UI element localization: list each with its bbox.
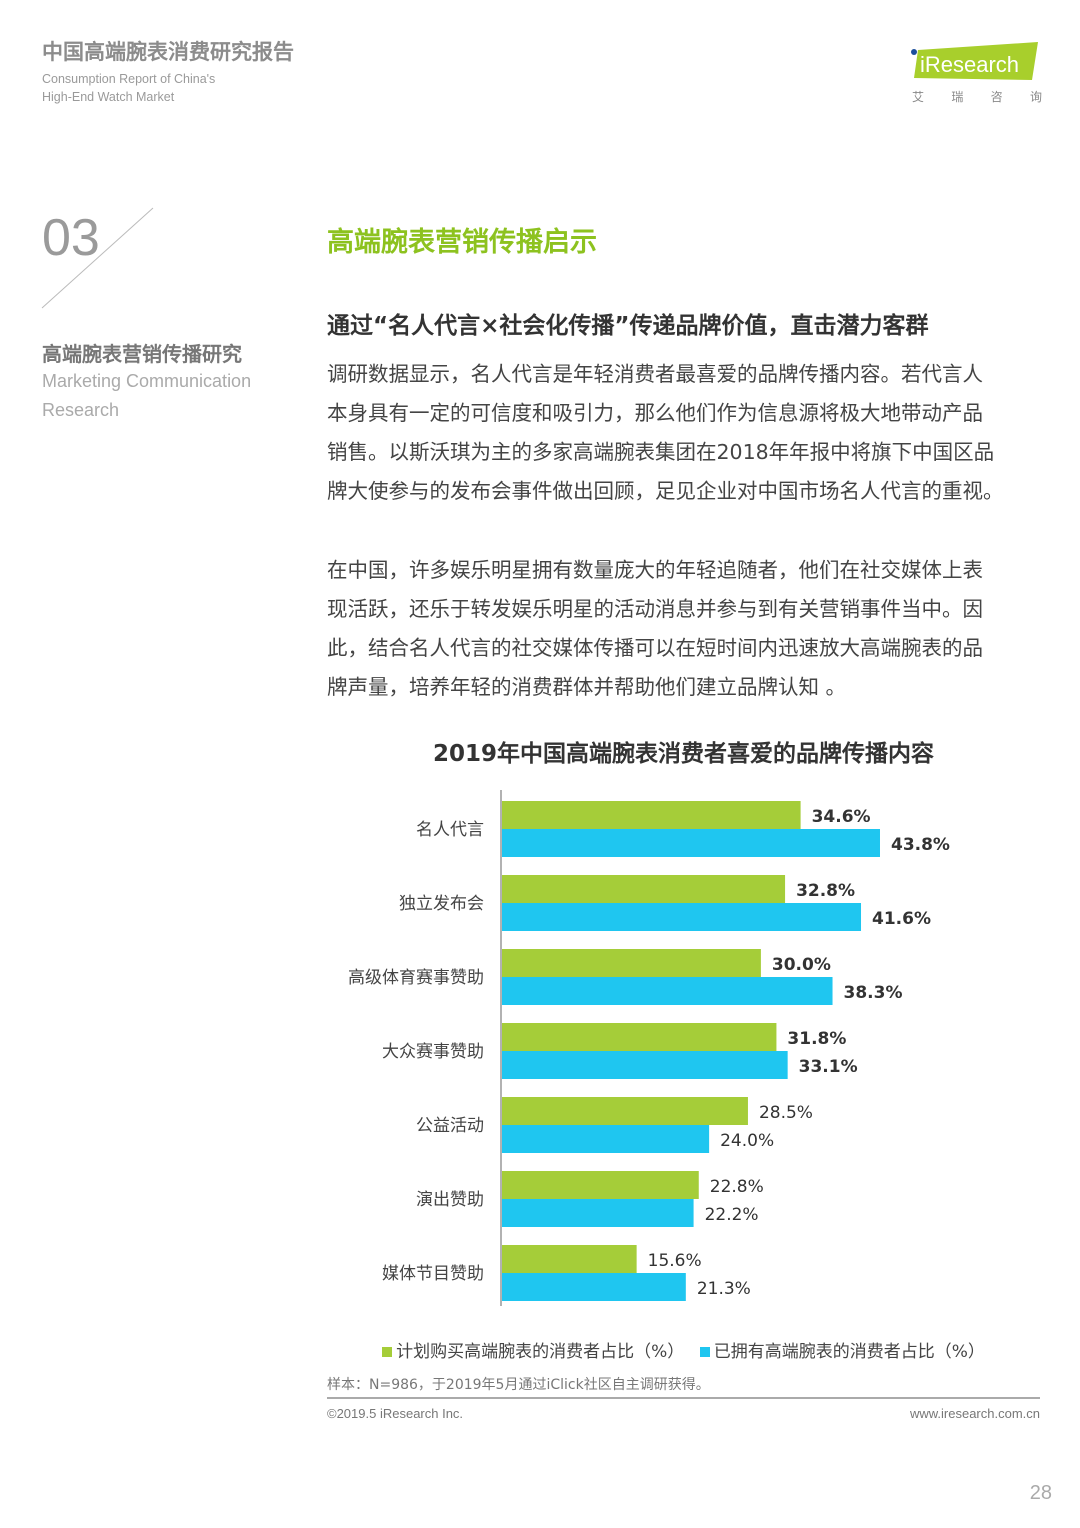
report-title: 中国高端腕表消费研究报告 xyxy=(42,40,294,64)
report-subtitle-line2: High-End Watch Market xyxy=(42,90,175,104)
section-title-en: Marketing Communication xyxy=(42,371,252,391)
section-title-en: Research xyxy=(42,400,120,420)
logo-char: 询 xyxy=(1029,90,1042,104)
data-label: 22.8% xyxy=(710,1177,764,1197)
bar-owned xyxy=(502,829,880,857)
section-divider-line xyxy=(41,207,154,309)
footer-divider xyxy=(327,1397,1040,1399)
category-label: 名人代言 xyxy=(416,820,484,840)
paragraph-2: 在中国，许多娱乐明星拥有数量庞大的年轻追随者，他们在社交媒体上表 现活跃，还乐于… xyxy=(327,551,983,707)
bar-owned xyxy=(502,1273,686,1301)
data-label: 21.3% xyxy=(697,1279,751,1299)
text-line: 在中国，许多娱乐明星拥有数量庞大的年轻追随者，他们在社交媒体上表 xyxy=(327,558,983,582)
category-label: 高级体育赛事赞助 xyxy=(348,967,484,988)
bar-planned xyxy=(502,801,801,829)
bar-planned xyxy=(502,1171,699,1199)
text-line: 本身具有一定的可信度和吸引力，那么他们作为信息源将极大地带动产品 xyxy=(327,401,983,425)
data-label: 32.8% xyxy=(796,881,855,901)
legend-swatch-green xyxy=(382,1347,393,1357)
report-subtitle-line1: Consumption Report of China's xyxy=(42,72,216,86)
bar-planned xyxy=(502,875,786,903)
page-number: 28 xyxy=(1029,1482,1052,1504)
bar-owned xyxy=(502,977,833,1005)
logo-char: 瑞 xyxy=(951,90,964,104)
logo-chinese: 艾 瑞 咨 询 xyxy=(912,88,1042,105)
text-line: 销售。以斯沃琪为主的多家高端腕表集团在2018年年报中将旗下中国区品 xyxy=(327,440,995,464)
logo-text: iResearch xyxy=(920,52,1019,77)
bar-chart: 名人代言 34.6% 43.8% 独立发布会 32.8% 41.6% 高级体育赛事赞助 30.… xyxy=(348,790,950,1306)
subheading: 通过“名人代言×社会化传播”传递品牌价值，直击潜力客群 xyxy=(327,313,929,339)
bar-planned xyxy=(502,1245,637,1273)
data-label: 31.8% xyxy=(787,1029,846,1049)
data-label: 33.1% xyxy=(799,1057,858,1077)
data-label: 38.3% xyxy=(844,983,903,1003)
data-label: 28.5% xyxy=(759,1103,813,1123)
data-label: 22.2% xyxy=(705,1205,759,1225)
sample-note: 样本：N=986，于2019年5月通过iClick社区自主调研获得。 xyxy=(327,1377,710,1393)
page-title: 高端腕表营销传播启示 xyxy=(327,227,597,258)
data-label: 41.6% xyxy=(872,909,931,929)
text-line: 牌声量，培养年轻的消费群体并帮助他们建立品牌认知 。 xyxy=(327,675,847,699)
data-label: 43.8% xyxy=(891,835,950,855)
legend-label: 计划购买高端腕表的消费者占比（%） xyxy=(396,1342,685,1362)
text-line: 此，结合名人代言的社交媒体传播可以在短时间内迅速放大高端腕表的品 xyxy=(327,636,983,660)
iresearch-logo: iResearch xyxy=(911,42,1038,80)
category-label: 演出赞助 xyxy=(416,1190,484,1210)
bar-owned xyxy=(502,903,862,931)
category-label: 媒体节目赞助 xyxy=(382,1264,484,1284)
legend-swatch-blue xyxy=(699,1347,710,1357)
website-link[interactable]: www.iresearch.com.cn xyxy=(909,1406,1040,1421)
section-number: 03 xyxy=(42,209,100,267)
data-label: 30.0% xyxy=(772,955,831,975)
bar-planned xyxy=(502,1023,777,1051)
bar-owned xyxy=(502,1051,788,1079)
section-title: 高端腕表营销传播研究 xyxy=(42,342,242,366)
category-label: 独立发布会 xyxy=(399,894,484,914)
chart-legend: 计划购买高端腕表的消费者占比（%） 已拥有高端腕表的消费者占比（%） xyxy=(327,1337,1040,1362)
data-label: 15.6% xyxy=(648,1251,702,1271)
bar-planned xyxy=(502,1097,748,1125)
data-label: 24.0% xyxy=(720,1131,774,1151)
logo-char: 艾 xyxy=(912,90,925,104)
copyright: ©2019.5 iResearch Inc. xyxy=(327,1406,464,1421)
text-line: 调研数据显示，名人代言是年轻消费者最喜爱的品牌传播内容。若代言人 xyxy=(327,362,983,386)
category-label: 大众赛事赞助 xyxy=(382,1041,484,1062)
data-label: 34.6% xyxy=(812,807,871,827)
logo-char: 咨 xyxy=(990,90,1003,104)
bar-owned xyxy=(502,1125,710,1153)
text-line: 牌大使参与的发布会事件做出回顾，足见企业对中国市场名人代言的重视。 xyxy=(327,479,1004,503)
bar-planned xyxy=(502,949,761,977)
text-line: 现活跃，还乐于转发娱乐明星的活动消息并参与到有关营销事件当中。因 xyxy=(327,597,983,621)
legend-label: 已拥有高端腕表的消费者占比（%） xyxy=(713,1342,985,1362)
category-label: 公益活动 xyxy=(416,1116,484,1136)
chart-title: 2019年中国高端腕表消费者喜爱的品牌传播内容 xyxy=(432,741,934,767)
bar-owned xyxy=(502,1199,694,1227)
paragraph-1: 调研数据显示，名人代言是年轻消费者最喜爱的品牌传播内容。若代言人 本身具有一定的… xyxy=(327,355,1004,511)
